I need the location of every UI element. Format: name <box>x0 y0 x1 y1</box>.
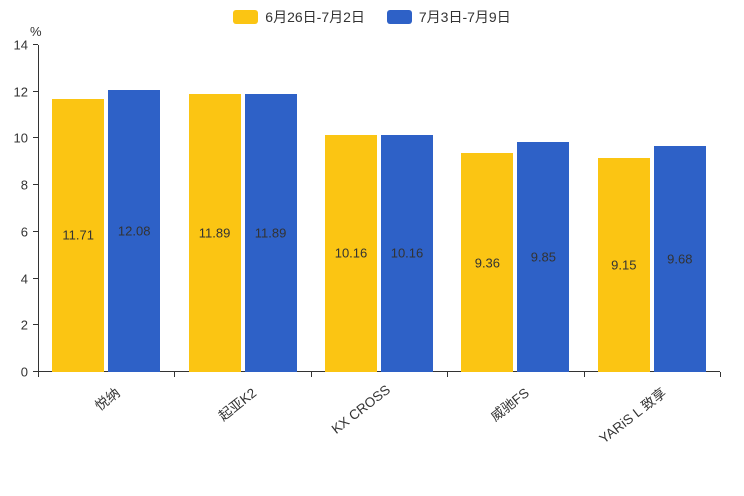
y-tick-label: 10 <box>13 130 28 146</box>
y-tick-mark <box>33 277 38 279</box>
y-tick-label: 6 <box>20 224 28 240</box>
legend-swatch <box>233 10 259 24</box>
y-tick-label: 8 <box>20 177 28 193</box>
y-tick-label: 0 <box>20 364 28 380</box>
y-tick-label: 12 <box>13 84 28 100</box>
x-category-label: 威驰FS <box>487 385 533 425</box>
legend-item[interactable]: 7月3日-7月9日 <box>386 7 511 27</box>
bar: 9.15 <box>597 158 650 372</box>
legend-swatch <box>386 10 412 24</box>
bar-value-label: 9.85 <box>530 249 557 265</box>
x-tick-mark <box>174 372 176 377</box>
bar: 9.36 <box>461 153 514 372</box>
bar: 11.89 <box>244 94 297 372</box>
y-tick-mark <box>33 44 38 45</box>
bar-value-label: 11.89 <box>198 225 231 241</box>
y-tick-label: 14 <box>13 37 28 53</box>
x-tick-mark <box>310 372 312 377</box>
y-axis-unit-label: % <box>30 24 42 39</box>
bar: 9.68 <box>653 145 706 372</box>
y-tick-mark <box>33 184 38 186</box>
x-category-label: 悦纳 <box>92 385 123 414</box>
y-tick-label: 4 <box>20 271 28 287</box>
y-tick-mark <box>33 324 38 326</box>
bar-value-label: 11.71 <box>62 227 94 243</box>
y-axis-line <box>38 45 39 372</box>
bar: 9.85 <box>517 141 570 372</box>
x-axis-line <box>38 371 720 372</box>
y-tick-mark <box>33 137 38 139</box>
x-tick-mark <box>38 372 39 377</box>
bar: 12.08 <box>108 89 161 372</box>
bar: 10.16 <box>380 134 433 372</box>
bar-group: 9.15 9.68 <box>584 45 720 372</box>
y-tick-label: 2 <box>20 317 28 333</box>
x-category-label: KX CROSS <box>329 382 394 437</box>
bar-value-label: 10.16 <box>390 245 424 261</box>
bar-group: 9.36 9.85 <box>447 45 583 372</box>
bar-value-label: 11.89 <box>254 225 287 241</box>
y-tick-mark <box>33 230 38 232</box>
bar-value-label: 10.16 <box>334 245 368 261</box>
y-tick-mark <box>33 371 38 372</box>
x-tick-mark <box>447 372 449 377</box>
y-tick-mark <box>33 90 38 92</box>
bar-value-label: 9.36 <box>474 255 501 271</box>
x-tick-mark <box>720 372 721 377</box>
x-category-label: 起亚K2 <box>215 385 260 424</box>
bar-group: 11.89 11.89 <box>174 45 310 372</box>
bar-value-label: 9.68 <box>667 251 693 267</box>
plot-area: 0 2 4 6 8 10 12 14 11.71 12.08 悦纳 11.89 11.89 起亚K2 10.… <box>14 38 721 446</box>
legend: 6月26日-7月2日 7月3日-7月9日 <box>0 7 744 27</box>
bar-group: 10.16 10.16 <box>311 45 447 372</box>
legend-label: 6月26日-7月2日 <box>265 9 365 25</box>
legend-item[interactable]: 6月26日-7月2日 <box>233 7 365 27</box>
x-tick-mark <box>583 372 585 377</box>
bar: 11.89 <box>188 94 241 372</box>
bar-value-label: 12.08 <box>117 223 151 239</box>
bar-group: 11.71 12.08 <box>38 45 174 372</box>
bar-value-label: 9.15 <box>611 257 637 273</box>
legend-label: 7月3日-7月9日 <box>418 9 511 25</box>
x-category-label: YARiS L 致享 <box>595 385 669 447</box>
bar: 10.16 <box>324 134 377 372</box>
bar: 11.71 <box>52 98 105 372</box>
